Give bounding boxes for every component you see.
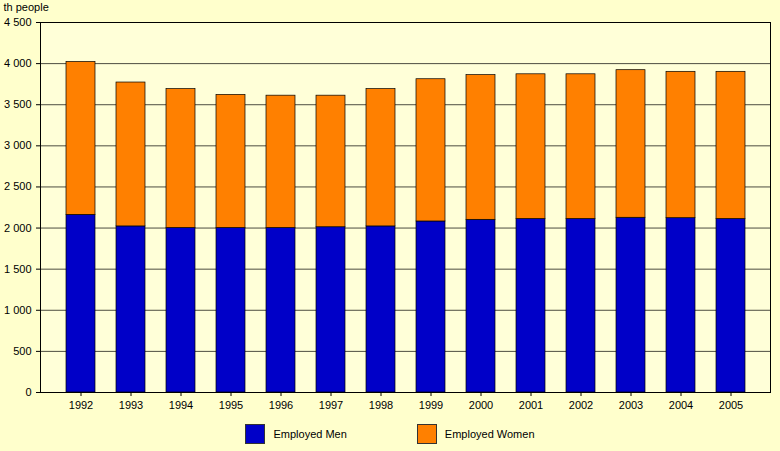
svg-text:1994: 1994	[169, 399, 193, 411]
svg-text:1996: 1996	[269, 399, 293, 411]
html-text:Employed Men: Employed Men	[273, 428, 347, 440]
svg-text:2003: 2003	[619, 399, 643, 411]
svg-text:1997: 1997	[319, 399, 343, 411]
svg-text:1 000: 1 000	[4, 304, 32, 316]
svg-text:1995: 1995	[219, 399, 243, 411]
svg-text:3 500: 3 500	[4, 98, 32, 110]
svg-text:3 000: 3 000	[4, 139, 32, 151]
svg-text:1992: 1992	[69, 399, 93, 411]
svg-text:2 000: 2 000	[4, 222, 32, 234]
svg-text:2005: 2005	[719, 399, 743, 411]
svg-text:2002: 2002	[569, 399, 593, 411]
svg-text:500: 500	[13, 345, 31, 357]
html-text:Employed Women: Employed Women	[444, 428, 535, 440]
svg-text:2000: 2000	[469, 399, 493, 411]
svg-text:1 500: 1 500	[4, 263, 32, 275]
svg-text:2 500: 2 500	[4, 180, 32, 192]
svg-text:1999: 1999	[419, 399, 443, 411]
svg-text:0: 0	[25, 386, 31, 398]
svg-text:1998: 1998	[369, 399, 393, 411]
svg-text:2001: 2001	[519, 399, 543, 411]
svg-text:1993: 1993	[119, 399, 143, 411]
svg-text:th people: th people	[4, 1, 49, 13]
svg-text:4 000: 4 000	[4, 57, 32, 69]
svg-text:2004: 2004	[669, 399, 693, 411]
svg-text:4 500: 4 500	[4, 16, 32, 28]
